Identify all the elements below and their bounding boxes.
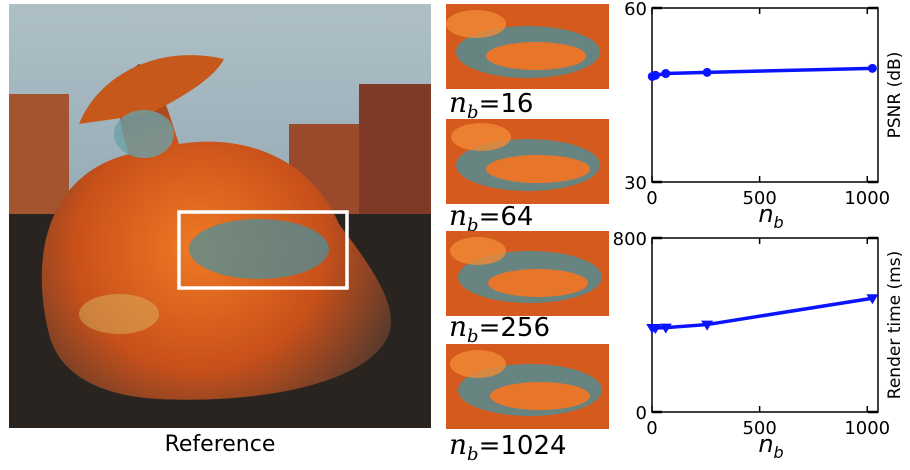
data-point: [649, 324, 662, 335]
y-axis-label: Render time (ms): [885, 251, 905, 399]
x-axis-label: nb: [758, 200, 783, 232]
nb-value: 16: [500, 89, 534, 119]
crop-label-nb-64: nb=64: [449, 199, 534, 237]
data-point: [702, 67, 712, 77]
x-tick-label: 500: [742, 418, 776, 439]
data-point: [650, 70, 660, 80]
nb-value: 256: [500, 313, 551, 343]
series-line: [651, 66, 873, 79]
y-tick-label: 30: [624, 173, 647, 194]
y-axis-label: PSNR (dB): [885, 52, 905, 139]
x-tick-label: 0: [646, 188, 657, 209]
nb-subscript: b: [467, 326, 479, 347]
x-tick-label: 0: [646, 418, 657, 439]
data-point: [701, 320, 714, 331]
nb-symbol: n: [449, 310, 468, 343]
psnr-chart: 0 500 1000 30 60 nb PSNR (dB): [624, 0, 905, 232]
render-time-chart: 0 500 1000 0 800 nb Render time (ms): [613, 229, 905, 462]
reference-caption: Reference: [164, 432, 276, 457]
crop-image-nb-16: [446, 4, 609, 89]
nb-symbol: n: [449, 428, 468, 461]
y-tick-label: 0: [636, 403, 647, 424]
data-point: [661, 69, 671, 79]
series-line: [652, 296, 873, 330]
data-point: [659, 323, 672, 334]
plot-frame: [651, 7, 879, 183]
data-point: [867, 63, 877, 73]
x-tick-label: 1000: [844, 188, 890, 209]
nb-subscript: b: [467, 102, 479, 123]
x-tick-label: 1000: [844, 418, 890, 439]
crop-label-nb-256: nb=256: [449, 310, 551, 348]
nb-value: 1024: [500, 431, 567, 461]
nb-subscript: b: [467, 215, 479, 236]
crop-label-nb-1024: nb=1024: [449, 428, 567, 466]
nb-symbol: n: [449, 199, 468, 232]
y-tick-label: 800: [613, 229, 647, 250]
crop-image-nb-256: [446, 231, 609, 316]
crop-label-nb-16: nb=16: [449, 86, 534, 124]
crop-image-nb-64: [446, 119, 609, 204]
crop-image-nb-1024: [446, 344, 609, 429]
x-axis-label: nb: [758, 430, 783, 462]
data-point: [866, 294, 879, 305]
nb-subscript: b: [467, 444, 479, 465]
nb-symbol: n: [449, 86, 468, 119]
reference-render-image: [9, 4, 431, 428]
y-tick-label: 60: [624, 0, 647, 20]
x-tick-label: 500: [742, 188, 776, 209]
nb-value: 64: [500, 202, 534, 232]
